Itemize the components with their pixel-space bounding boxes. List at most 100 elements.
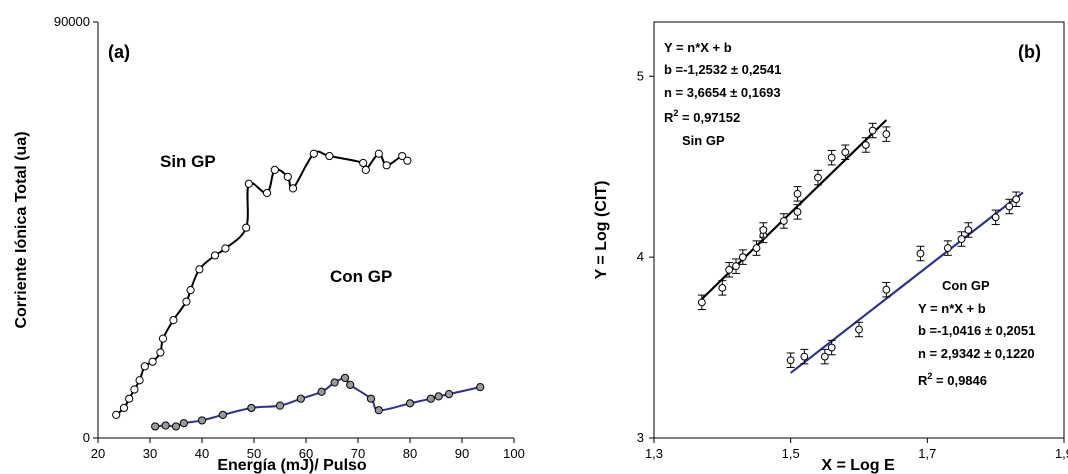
panel-b-point-con-gp-12 [1012,191,1021,207]
panel-b-marker [1005,202,1014,211]
panel-a-point-con-gp-8 [296,394,305,403]
panel-a-x-tick-label: 60 [299,446,313,461]
panel-b-sin-gp-n-value: n = 3,6654 ± 0,1693 [664,85,781,100]
panel-b-marker [697,298,706,307]
panel-a-y-tick-label: 90000 [54,14,90,29]
panel-b-sin-gp-label: Sin GP [682,133,725,148]
panel-a-x-tick-label: 30 [143,446,157,461]
panel-a-x-tick-label: 20 [91,446,105,461]
panel-b-marker [800,352,809,361]
panel-a-point-sin-gp-13 [210,251,220,260]
panel-b-x-axis-title: X = Log E [821,457,895,474]
panel-b-marker [861,141,870,149]
panel-b-point-sin-gp-2 [725,262,734,278]
panel-b-point-con-gp-3 [827,339,836,356]
panel-b-point-con-gp-1 [800,348,809,365]
panel-b-marker [1012,195,1021,204]
panel-b-point-sin-gp-5 [752,240,761,256]
panel-a-label: (a) [108,42,130,62]
panel-b-point-con-gp-2 [820,348,829,365]
panel-a-point-sin-gp-10 [182,297,191,306]
panel-a-x-tick-label: 100 [503,446,525,461]
panel-a-point-con-gp-1 [161,421,170,430]
panel-a-x-tick-label: 80 [403,446,417,461]
panel-a-point-sin-gp-25 [374,149,383,158]
panel-b-marker [916,249,925,258]
panel-b-marker [964,226,973,234]
panel-a-point-sin-gp-24 [361,165,370,175]
panel-a-point-sin-gp-26 [382,161,391,170]
panel-b-marker [732,262,740,271]
panel-b-marker [827,153,836,162]
panel-a-point-sin-gp-22 [325,151,334,161]
panel-b-marker [814,173,822,182]
panel-b-point-sin-gp-7 [759,222,768,238]
panel-b-marker [868,126,877,135]
panel-a-point-sin-gp-14 [221,244,230,253]
panel-a-point-con-gp-13 [366,394,376,403]
panel-b-point-con-gp-7 [943,240,952,256]
panel-a-point-sin-gp-27 [398,151,407,161]
panel-a-point-sin-gp-28 [403,156,412,165]
panel-b-marker [882,130,891,139]
panel-a-point-sin-gp-16 [244,179,253,188]
panel-a-point-sin-gp-21 [309,149,318,158]
panel-a-point-con-gp-14 [374,406,383,415]
panel-b-marker [738,253,747,262]
panel-b-point-sin-gp-16 [882,126,891,142]
panel-a-point-sin-gp-20 [288,184,298,193]
panel-b-marker [841,148,850,157]
panel-b-point-con-gp-0 [786,352,795,368]
panel-a-point-sin-gp-1 [119,403,129,413]
panel-a-point-sin-gp-19 [283,172,292,181]
panel-a-point-con-gp-17 [434,392,443,401]
panel-b-point-con-gp-10 [991,209,1000,226]
panel-b-marker [786,356,795,365]
panel-a-point-con-gp-19 [476,383,485,392]
panel-b-con-gp-n-value: n = 2,9342 ± 0,1220 [918,346,1035,361]
panel-a-point-sin-gp-3 [130,385,139,394]
panel-b-sin-gp-r2: R2 = 0,97152 [664,108,740,125]
panel-a-point-con-gp-5 [218,410,227,419]
panel-a: 20 30 40 50 60 70 80 90 100 0 90000 (a) Sin GP Co… [13,14,525,474]
panel-b-label: (b) [1018,42,1041,62]
panel-b-marker [793,189,802,198]
panel-a-x-axis-title: Energía (mJ)/ Pulso [217,457,367,474]
panel-a-point-con-gp-18 [444,389,454,399]
panel-b-x-tick-label: 1,3 [645,446,663,461]
panel-a-point-sin-gp-8 [158,334,168,343]
panel-b-marker [793,208,802,216]
panel-a-point-sin-gp-6 [148,357,157,366]
panel-b-y-tick-label: 5 [637,68,644,83]
panel-b-con-gp-label: Con GP [942,278,990,293]
panel-b-point-sin-gp-4 [738,249,747,265]
panel-b-point-sin-gp-0 [697,294,706,311]
panel-a-point-con-gp-3 [179,419,188,428]
panel-a-x-tick-label: 50 [247,446,261,461]
panel-b-marker [759,226,768,234]
panel-b-marker [855,325,863,334]
panel-a-point-con-gp-11 [340,373,350,383]
panel-a-point-sin-gp-11 [186,285,195,295]
panel-a-series-label-con-gp: Con GP [330,267,392,286]
panel-b-marker [725,265,734,274]
panel-b-plot-frame [653,21,1065,439]
panel-a-point-sin-gp-12 [195,265,204,274]
panel-b-fit-line-con-gp [789,191,1024,374]
panel-a-point-sin-gp-9 [169,316,178,325]
panel-a-point-sin-gp-4 [135,376,144,385]
panel-b-point-sin-gp-10 [793,186,802,202]
panel-b-point-sin-gp-9 [793,204,802,220]
panel-b-x-tick-label: 1,7 [918,446,936,461]
panel-b-x-tick-label: 1,9 [1055,446,1068,461]
panel-b-point-sin-gp-11 [814,169,822,186]
panel-b-sin-gp-equation: Y = n*X + b [664,40,732,55]
panel-a-point-sin-gp-15 [242,223,251,232]
panel-a-point-con-gp-9 [317,387,326,396]
panel-b-point-sin-gp-15 [868,122,877,139]
panel-a-point-con-gp-16 [426,394,435,403]
panel-b-point-sin-gp-8 [779,213,788,229]
panel-b-marker [827,343,836,352]
panel-b-con-gp-r2: R2 = 0,9846 [918,371,987,388]
panel-a-point-con-gp-6 [247,403,256,413]
